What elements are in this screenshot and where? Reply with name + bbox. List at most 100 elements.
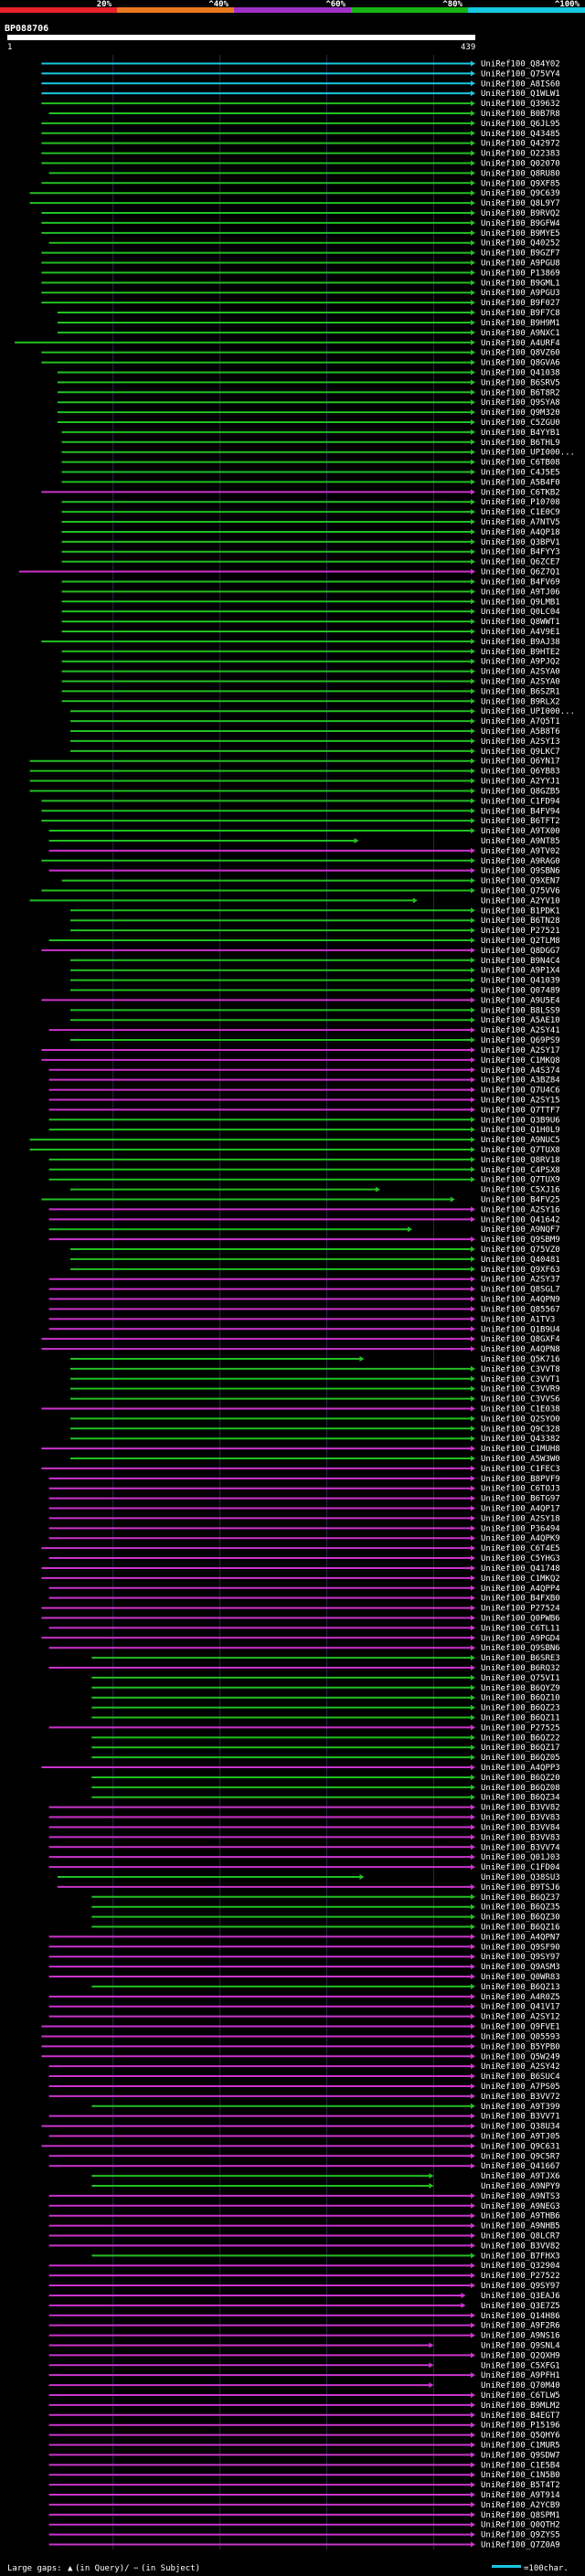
hit-arrow [471, 1505, 475, 1511]
hit-arrow [471, 2202, 475, 2209]
hit-arrow [471, 2312, 475, 2318]
hit-label: UniRef100_Q9SYA8 [481, 398, 560, 408]
hit-arrow [471, 459, 475, 465]
hit-label: UniRef100_P27521 [481, 927, 560, 936]
hit-label: UniRef100_C6TOJ3 [481, 1485, 560, 1494]
hit-label: UniRef100_C1FEC3 [481, 1465, 560, 1474]
hit-label: UniRef100_Q7U4C6 [481, 1087, 560, 1096]
hit-arrow [471, 369, 475, 376]
hit-label: UniRef100_B3VV72 [481, 2093, 560, 2102]
hit-arrow [471, 1156, 475, 1162]
hit-label: UniRef100_B3VV82 [481, 2242, 560, 2251]
identity-scale: 20% ^40% ^60% ^80% ^100% [0, 0, 585, 13]
hit-label: UniRef100_B9GFW4 [481, 219, 560, 228]
hit-arrow [471, 1056, 475, 1063]
hit-arrow [471, 1027, 475, 1034]
legend: Large gaps: ▲ (in Query)/ − (in Subject)… [7, 2564, 569, 2573]
hit-label: UniRef100_Q8SGL7 [481, 1286, 560, 1295]
hit-arrow [471, 857, 475, 864]
hit-label: UniRef100_Q9FVE1 [481, 2023, 560, 2032]
hit-arrow [471, 310, 475, 316]
hit-arrow [471, 1475, 475, 1481]
hit-label: UniRef100_Q75VY4 [481, 69, 560, 79]
hit-label: UniRef100_A5AE10 [481, 1016, 560, 1025]
hit-label: UniRef100_Q6Z7Q1 [481, 568, 560, 578]
hit-arrow [471, 1037, 475, 1044]
hit-label: UniRef100_B3VV82 [481, 1804, 560, 1813]
hit-arrow [471, 1804, 475, 1810]
hit-label: UniRef100_C1FD04 [481, 1863, 560, 1872]
hit-label: UniRef100_A4QPK9 [481, 1534, 560, 1543]
hit-label: UniRef100_A4QPP4 [481, 1585, 560, 1594]
legend-scale-label: =100char. [524, 2564, 569, 2573]
hit-label: UniRef100_B4FV69 [481, 578, 560, 587]
hit-arrow [471, 1714, 475, 1721]
hit-label: UniRef100_Q70M40 [481, 2381, 560, 2390]
hit-label: UniRef100_A9NT85 [481, 837, 560, 846]
hit-arrow [471, 419, 475, 425]
hit-label: UniRef100_Q75VV6 [481, 886, 560, 896]
hit-label: UniRef100_B6SZR1 [481, 687, 560, 696]
hit-arrow [471, 2422, 475, 2428]
hit-label: UniRef100_A9PGU3 [481, 289, 560, 298]
hit-arrow [471, 1107, 475, 1113]
hit-arrow [471, 349, 475, 355]
hit-arrow [471, 1426, 475, 1432]
hit-arrow [471, 867, 475, 874]
hit-arrow [471, 60, 475, 67]
hit-arrow [471, 938, 475, 944]
hit-label: UniRef100_B9MYE5 [481, 229, 560, 239]
query-id: BP088706 [5, 24, 48, 34]
hit-arrow [471, 728, 475, 735]
hit-arrow [471, 1655, 475, 1661]
hit-label: UniRef100_A4QPN9 [481, 1296, 560, 1305]
hit-arrow [471, 588, 475, 595]
hit-label: UniRef100_Q41748 [481, 1564, 560, 1574]
hit-arrow [471, 1017, 475, 1023]
hit-label: UniRef100_Q3BPV1 [481, 538, 560, 547]
hit-arrow [471, 2103, 475, 2109]
hit-label: UniRef100_B6T8R2 [481, 388, 560, 398]
hit-label: UniRef100_B6SUC4 [481, 2072, 560, 2082]
hit-arrow [471, 638, 475, 644]
hit-label: UniRef100_C1E038 [481, 1405, 560, 1414]
hit-arrow [471, 1446, 475, 1452]
hit-label: UniRef100_Q8L9Y7 [481, 199, 560, 208]
hit-label: UniRef100_Q38SU3 [481, 1873, 560, 1882]
hit-arrow [471, 329, 475, 335]
hit-arrow [471, 449, 475, 455]
hit-label: UniRef100_B5T4T2 [481, 2481, 560, 2490]
hit-arrow [471, 2521, 475, 2528]
hit-label: UniRef100_A2SY15 [481, 1096, 560, 1105]
hit-label: UniRef100_Q9XF85 [481, 179, 560, 188]
hit-label: UniRef100_A9TJX6 [481, 2172, 560, 2181]
hit-label: UniRef100_Q41039 [481, 977, 560, 986]
hit-label: UniRef100_A4QPN7 [481, 1933, 560, 1942]
hit-arrow [471, 1934, 475, 1940]
hit-label: UniRef100_A4URF4 [481, 339, 560, 348]
hit-arrow [471, 1595, 475, 1601]
hit-arrow [471, 260, 475, 266]
hit-arrow [471, 90, 475, 97]
hit-arrow [471, 2133, 475, 2139]
hit-arrow [471, 429, 475, 435]
legend-large-gaps: Large gaps: [7, 2564, 62, 2573]
hit-arrow [471, 1415, 475, 1422]
hit-label: UniRef100_Q41642 [481, 1215, 560, 1224]
hit-label: UniRef100_B6THL9 [481, 439, 560, 448]
hit-arrow [471, 479, 475, 485]
hit-label: UniRef100_A2SYA0 [481, 678, 560, 687]
hit-arrow [471, 140, 475, 146]
hit-label: UniRef100_Q8LCR7 [481, 2232, 560, 2242]
hit-label: UniRef100_Q6YN17 [481, 758, 560, 767]
hit-arrow [471, 379, 475, 386]
hit-label: UniRef100_Q43382 [481, 1435, 560, 1444]
hit-label: UniRef100_Q9C631 [481, 2142, 560, 2151]
identity-scale-label: 20% [97, 0, 112, 9]
hit-arrow [471, 708, 475, 715]
hit-label: UniRef100_Q8DGG7 [481, 947, 560, 956]
hit-arrow [471, 2541, 475, 2548]
hit-arrow [471, 2462, 475, 2468]
hit-arrow [471, 1166, 475, 1172]
hit-arrow [471, 160, 475, 166]
